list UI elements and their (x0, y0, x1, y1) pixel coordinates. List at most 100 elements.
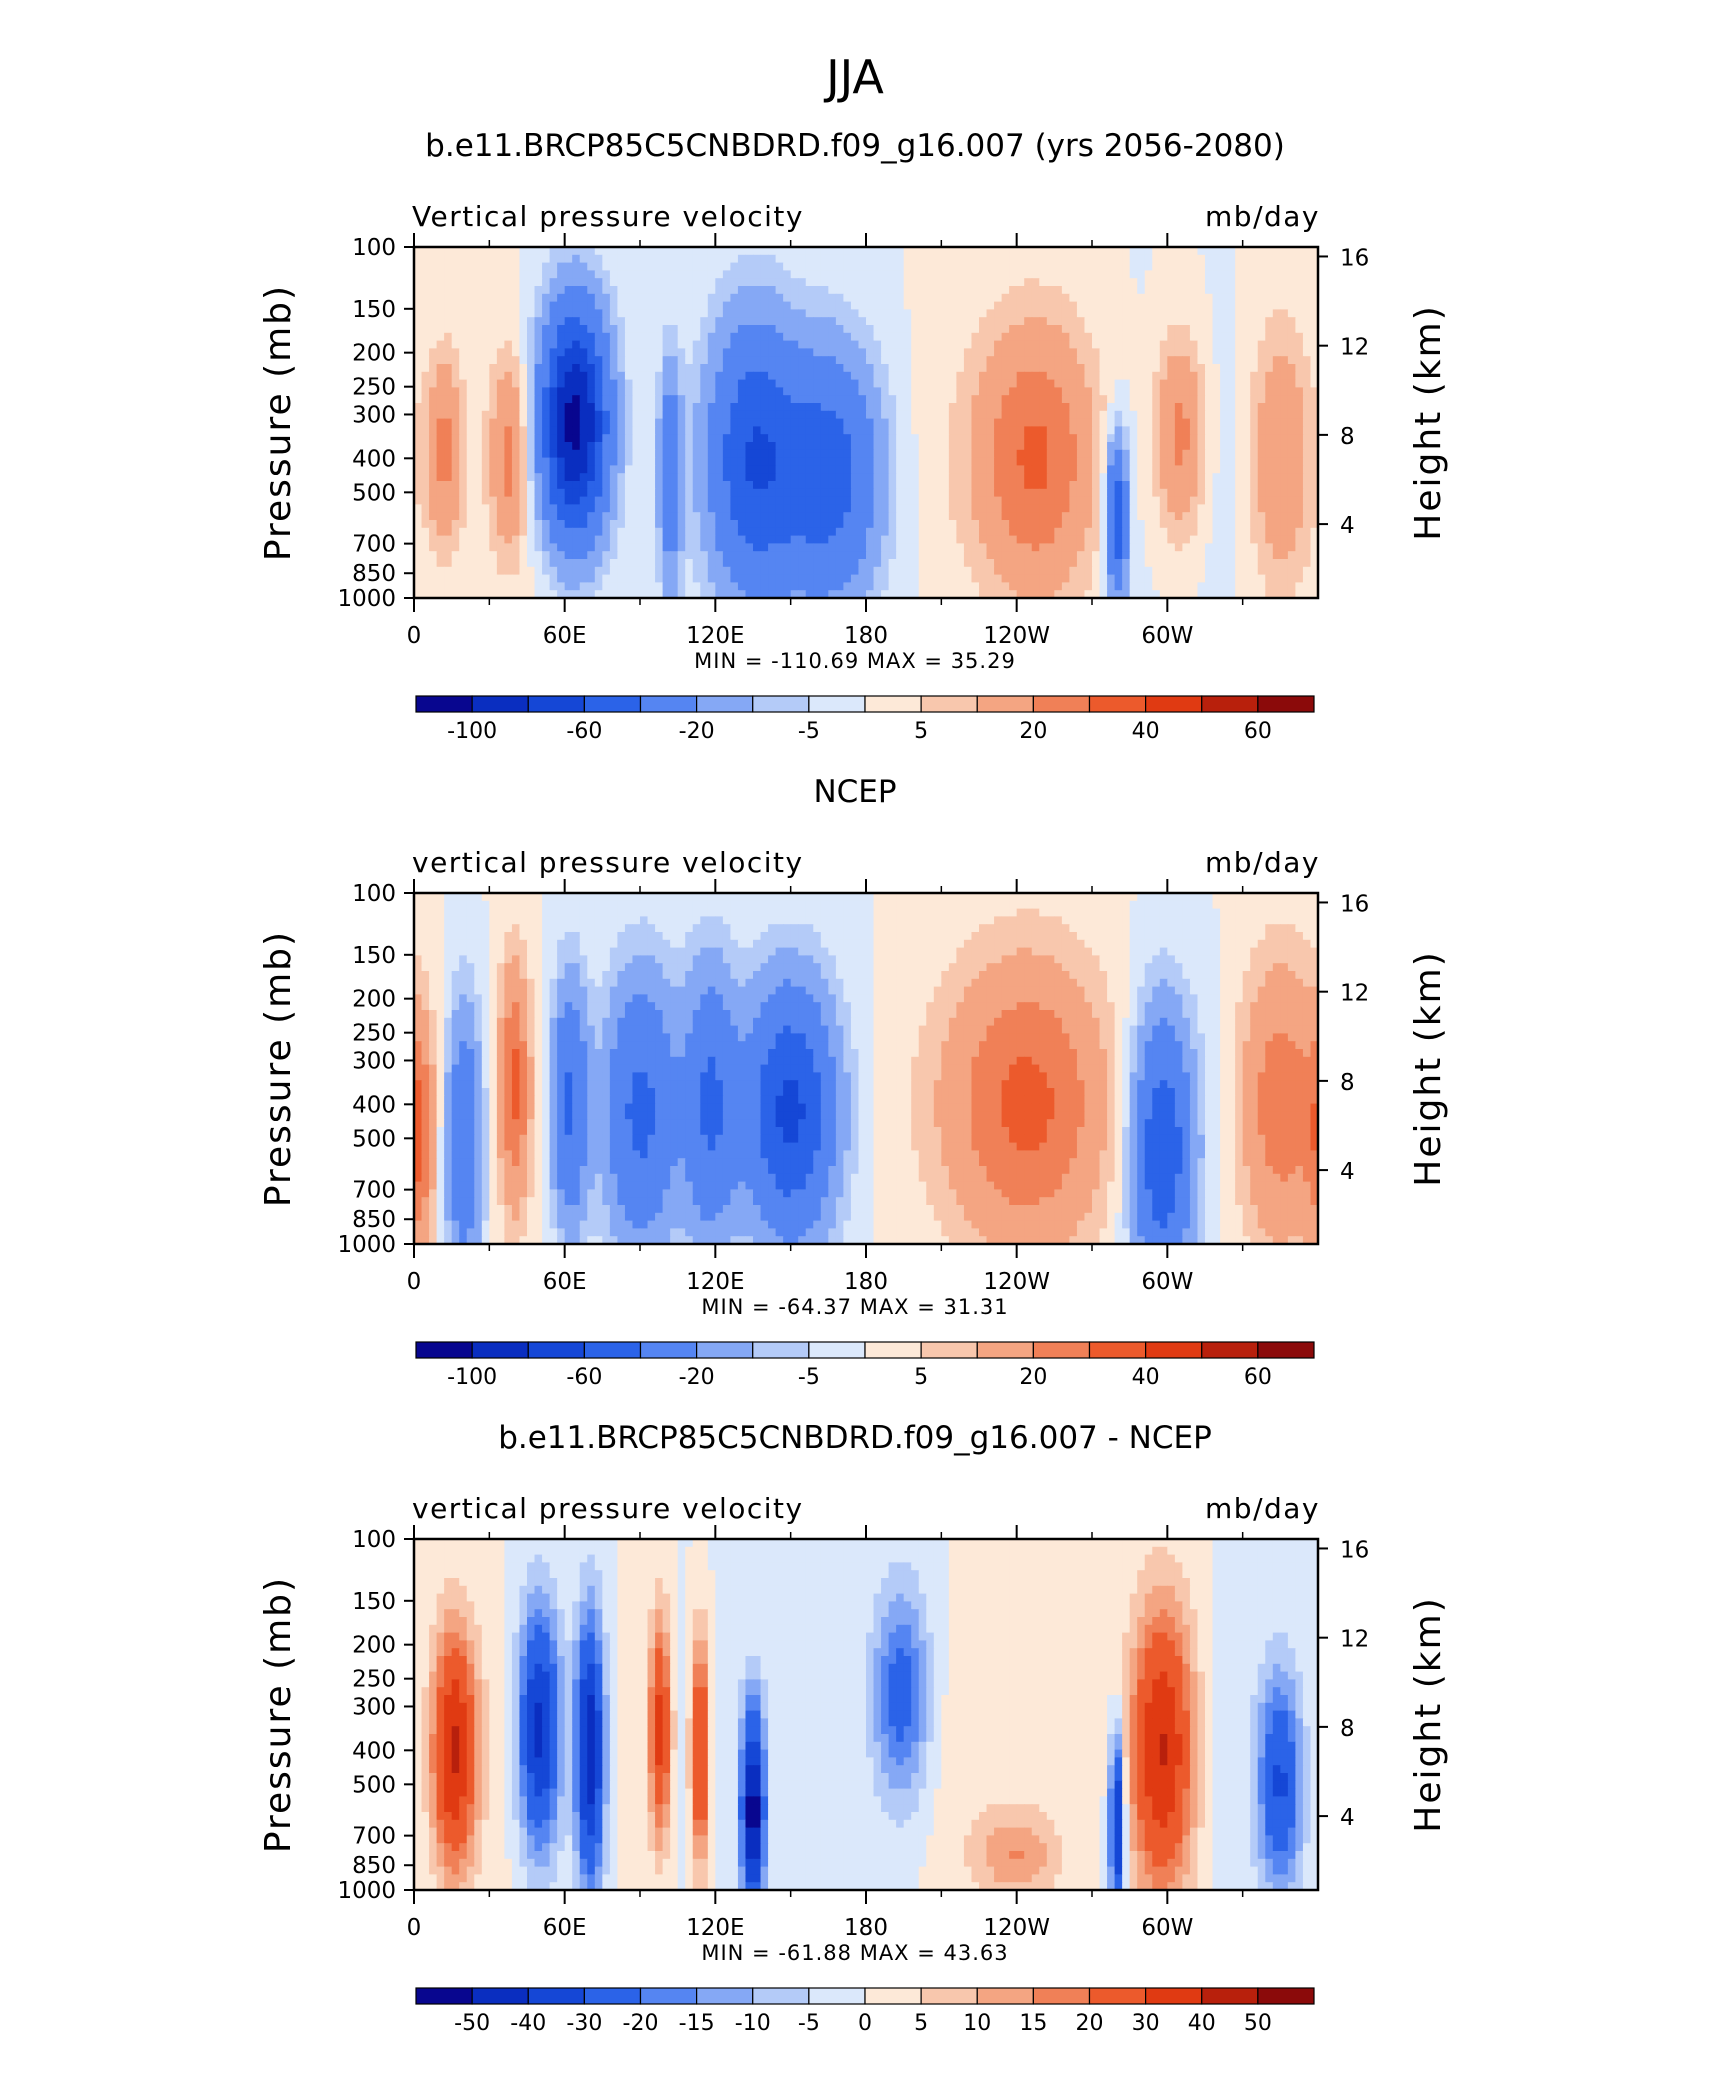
heatmap-cell (783, 325, 792, 334)
heatmap-cell (843, 356, 852, 365)
heatmap-cell (1205, 356, 1214, 365)
heatmap-cell (1024, 457, 1033, 466)
heatmap-cell (933, 527, 942, 537)
heatmap-cell (700, 395, 709, 404)
heatmap-cell (1107, 504, 1116, 513)
heatmap-cell (1205, 270, 1214, 279)
heatmap-cell (911, 301, 920, 310)
heatmap-cell (805, 247, 814, 256)
heatmap-cell (459, 403, 468, 412)
heatmap-cell (481, 465, 490, 474)
heatmap-cell (489, 254, 498, 264)
heatmap-cell (737, 449, 747, 459)
heatmap-cell (753, 442, 762, 451)
heatmap-cell (1280, 504, 1289, 513)
heatmap-cell (519, 520, 528, 529)
heatmap-cell (1310, 473, 1319, 482)
heatmap-cell (429, 325, 438, 334)
heatmap-cell (534, 527, 543, 537)
heatmap-cell (1129, 434, 1138, 443)
heatmap-cell (496, 520, 505, 529)
heatmap-cell (564, 488, 573, 498)
heatmap-cell (474, 262, 483, 271)
heatmap-cell (790, 270, 799, 279)
heatmap-cell (948, 566, 957, 576)
heatmap-cell (835, 410, 844, 420)
heatmap-cell (1039, 473, 1048, 482)
heatmap-cell (1167, 442, 1176, 451)
heatmap-cell (527, 512, 536, 521)
heatmap-cell (843, 465, 852, 474)
heatmap-cell (466, 387, 475, 396)
heatmap-cell (948, 317, 957, 326)
heatmap-cell (519, 325, 528, 334)
heatmap-cell (466, 262, 475, 271)
heatmap-cell (1076, 535, 1086, 544)
heatmap-cell (1122, 293, 1131, 303)
heatmap-cell (1016, 317, 1025, 326)
heatmap-cell (557, 504, 566, 513)
heatmap-cell (994, 551, 1003, 560)
heatmap-cell (496, 301, 505, 310)
heatmap-cell (617, 278, 626, 287)
heatmap-cell (617, 426, 626, 435)
heatmap-cell (594, 465, 603, 474)
heatmap-cell (858, 309, 867, 318)
heatmap-cell (1114, 348, 1123, 357)
heatmap-cell (519, 473, 528, 482)
heatmap-cell (790, 317, 799, 326)
heatmap-cell (715, 535, 724, 544)
heatmap-cell (1024, 379, 1033, 388)
heatmap-cell (1009, 254, 1018, 264)
heatmap-cell (662, 512, 671, 521)
heatmap-cell (451, 465, 460, 474)
heatmap-cell (956, 488, 965, 498)
heatmap-cell (1197, 504, 1206, 513)
heatmap-cell (813, 340, 822, 349)
heatmap-cell (1205, 426, 1214, 435)
heatmap-cell (624, 254, 634, 264)
heatmap-cell (504, 387, 513, 396)
heatmap-cell (722, 286, 731, 295)
heatmap-cell (805, 473, 814, 482)
heatmap-cell (1009, 364, 1018, 373)
heatmap-cell (881, 496, 890, 505)
heatmap-cell (866, 465, 875, 474)
heatmap-cell (866, 473, 875, 482)
heatmap-cell (609, 317, 618, 326)
heatmap-cell (753, 387, 762, 396)
heatmap-cell (1257, 496, 1266, 505)
heatmap-cell (1212, 449, 1221, 459)
heatmap-cell (1174, 473, 1183, 482)
heatmap-cell (1310, 551, 1319, 560)
heatmap-cell (896, 387, 905, 396)
heatmap-cell (1272, 309, 1281, 318)
heatmap-cell (587, 332, 596, 342)
heatmap-cell (1220, 317, 1229, 326)
heatmap-cell (1092, 371, 1101, 381)
heatmap-cell (677, 364, 686, 373)
heatmap-cell (858, 543, 867, 552)
heatmap-cell (1144, 504, 1153, 513)
heatmap-cell (835, 301, 844, 310)
heatmap-cell (692, 504, 701, 513)
heatmap-cell (549, 559, 558, 568)
heatmap-cell (1137, 473, 1146, 482)
heatmap-cell (624, 293, 634, 303)
heatmap-cell (1280, 293, 1289, 303)
heatmap-cell (768, 512, 777, 521)
heatmap-cell (933, 332, 942, 342)
heatmap-cell (421, 496, 430, 505)
heatmap-cell (542, 543, 551, 552)
heatmap-cell (783, 293, 792, 303)
heatmap-cell (655, 473, 664, 482)
heatmap-cell (489, 332, 498, 342)
heatmap-cell (896, 340, 905, 349)
heatmap-cell (1295, 434, 1304, 443)
heatmap-cell (496, 293, 505, 303)
heatmap-cell (760, 535, 769, 544)
heatmap-cell (1159, 418, 1168, 427)
heatmap-cell (715, 512, 724, 521)
heatmap-cell (1295, 504, 1304, 513)
heatmap-cell (994, 504, 1003, 513)
